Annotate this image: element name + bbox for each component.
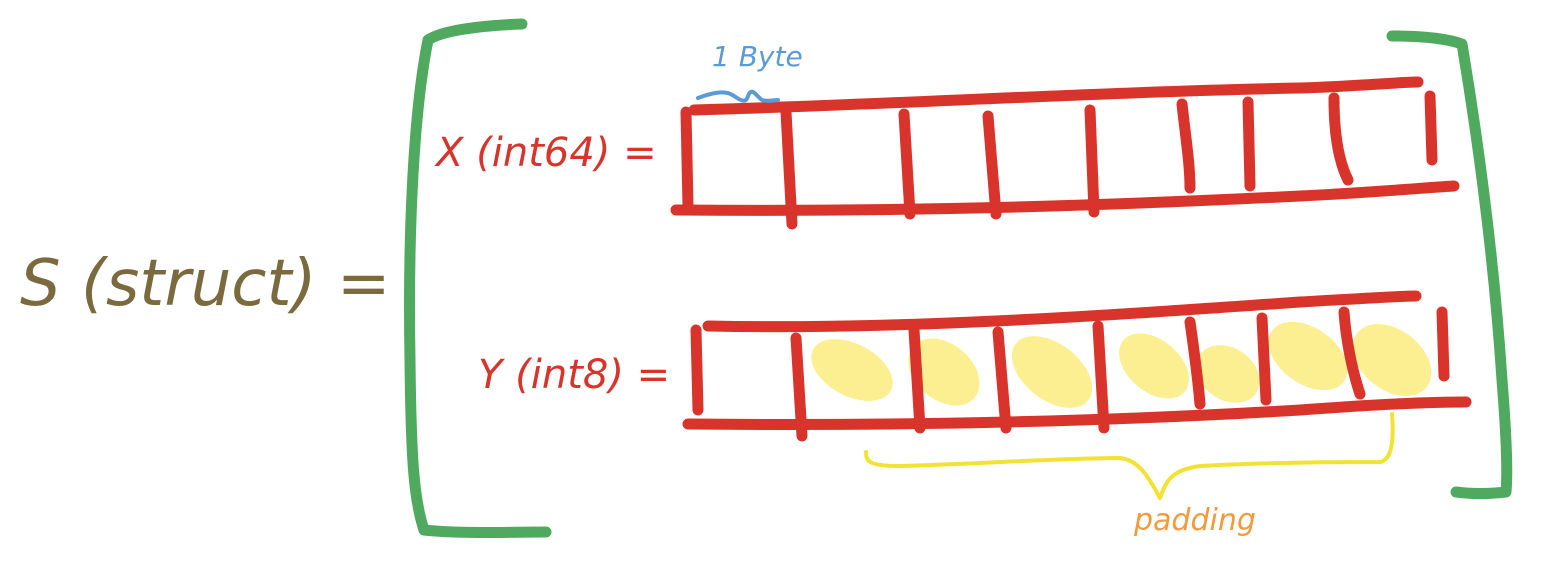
byte-divider	[1436, 306, 1450, 382]
byte-divider	[1084, 104, 1100, 218]
row-y-bottom-border	[682, 396, 1472, 430]
byte-annotation: 1 Byte	[712, 40, 803, 73]
byte-divider	[680, 106, 694, 212]
padding-byte	[1119, 333, 1189, 399]
byte-divider	[790, 332, 808, 442]
left-bracket	[404, 18, 552, 538]
int8-byte-row	[682, 290, 1472, 442]
byte-divider	[780, 106, 798, 230]
padding-highlights	[811, 321, 1432, 408]
struct-label: S (struct) =	[20, 247, 390, 321]
byte-divider	[982, 110, 1002, 220]
padding-label: padding	[1133, 503, 1256, 538]
field-label-y: Y (int8) =	[478, 352, 670, 398]
padding-byte	[1011, 336, 1093, 408]
byte-divider	[1184, 316, 1206, 410]
right-bracket	[1386, 30, 1513, 499]
byte-divider	[992, 326, 1012, 434]
row-y-top-border	[702, 290, 1422, 333]
byte-divider	[1424, 90, 1438, 166]
byte-brace	[696, 89, 780, 103]
row-x-top-border	[688, 76, 1424, 116]
byte-divider	[908, 324, 926, 434]
padding-byte	[1352, 324, 1432, 396]
byte-divider	[1176, 98, 1196, 194]
padding-brace	[864, 412, 1395, 500]
row-x-bottom-border	[670, 180, 1460, 216]
padding-byte	[811, 339, 893, 401]
padding-byte	[1196, 345, 1260, 403]
byte-divider	[1092, 320, 1110, 434]
byte-divider	[1328, 92, 1354, 186]
field-label-x: X (int64) =	[434, 130, 657, 176]
byte-divider	[898, 108, 916, 220]
byte-divider	[1242, 96, 1256, 192]
padding-byte	[908, 338, 980, 406]
padding-byte	[1268, 321, 1348, 391]
byte-divider	[1338, 306, 1366, 400]
byte-divider	[1256, 312, 1272, 406]
byte-divider	[690, 324, 704, 416]
int64-byte-row	[670, 76, 1460, 230]
